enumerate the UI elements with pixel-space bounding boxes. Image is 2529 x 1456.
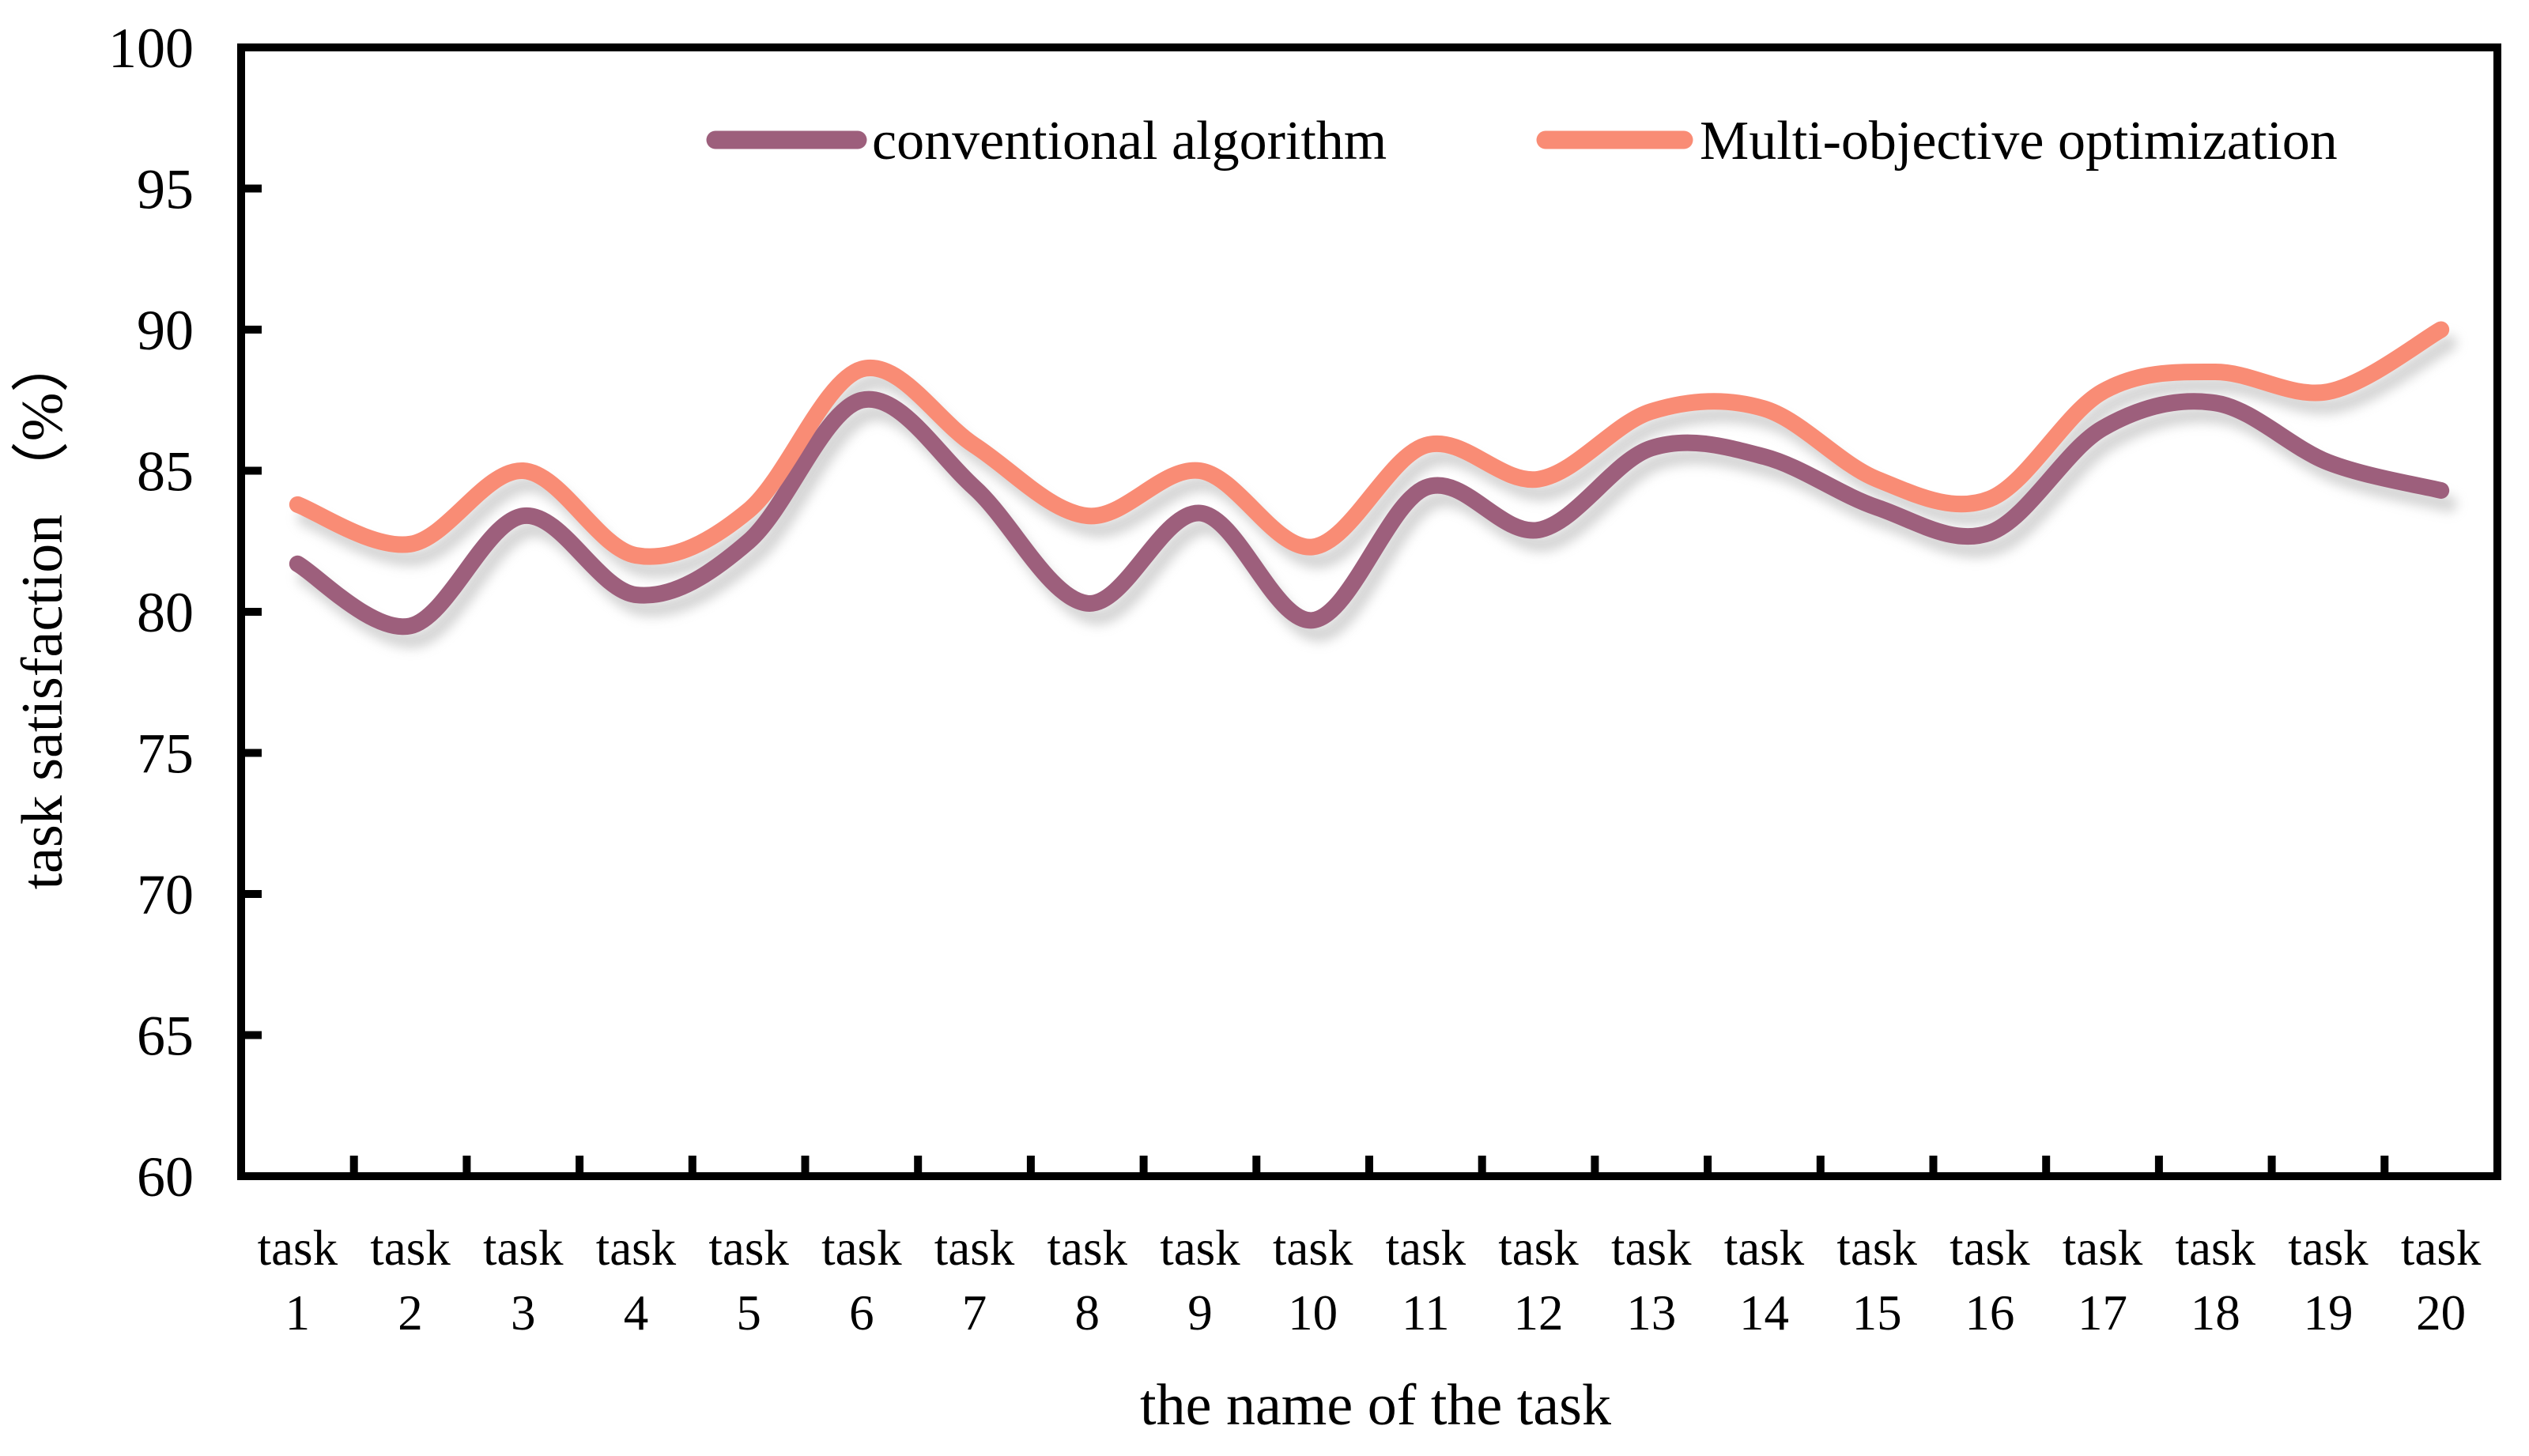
y-axis-tick-labels: 60 65 70 75 80 85 90 95 100 [108, 17, 194, 1209]
legend: conventional algorithm Multi-objective o… [706, 111, 2338, 172]
x-category-label: task 19 [2288, 1220, 2369, 1341]
legend-label-multi-objective: Multi-objective optimization [1700, 111, 2338, 172]
y-tick-label: 60 [137, 1145, 194, 1209]
series-line-multi-objective-optimization [289, 321, 2450, 565]
series-shadow-conventional-algorithm [296, 404, 2458, 649]
curve-shadows [296, 334, 2458, 649]
series-shadow-multi-objective-optimization [296, 334, 2458, 579]
x-category-label: task 15 [1836, 1220, 1917, 1341]
x-category-label: task 3 [483, 1220, 564, 1341]
y-tick-label: 70 [137, 863, 194, 926]
data-curves [289, 321, 2450, 636]
x-axis-ticks [349, 1156, 2389, 1176]
x-category-label: task 2 [370, 1220, 451, 1341]
y-axis-ticks [241, 184, 262, 1039]
x-category-label: task 20 [2401, 1220, 2482, 1341]
x-category-label: task 6 [821, 1220, 902, 1341]
x-axis-title: the name of the task [1140, 1373, 1611, 1438]
x-category-label: task 18 [2176, 1220, 2256, 1341]
x-category-label: task 10 [1273, 1220, 1353, 1341]
y-axis-title: task satisfaction （%） [10, 334, 75, 890]
x-category-label: task 17 [2063, 1220, 2143, 1341]
x-category-label: task 1 [258, 1220, 338, 1341]
x-category-label: task 14 [1724, 1220, 1805, 1341]
y-tick-label: 95 [137, 158, 194, 221]
series-line-conventional-algorithm [289, 390, 2450, 636]
x-category-label: task 12 [1498, 1220, 1579, 1341]
x-axis-category-labels: task 1 task 2 task 3 task 4 task 5 task 6 task 7 task 8… [258, 1220, 2482, 1341]
plot-border [237, 43, 2501, 1180]
y-tick-label: 75 [137, 722, 194, 786]
x-category-label: task 9 [1160, 1220, 1240, 1341]
x-category-label: task 4 [596, 1220, 677, 1341]
x-category-label: task 11 [1386, 1220, 1466, 1341]
y-tick-label: 100 [108, 17, 194, 80]
x-category-label: task 8 [1047, 1220, 1128, 1341]
x-category-label: task 16 [1950, 1220, 2030, 1341]
x-category-label: task 7 [934, 1220, 1015, 1341]
x-category-label: task 5 [708, 1220, 789, 1341]
x-category-label: task 13 [1611, 1220, 1692, 1341]
y-tick-label: 85 [137, 440, 194, 504]
y-tick-label: 90 [137, 299, 194, 362]
legend-label-conventional: conventional algorithm [872, 111, 1387, 172]
y-tick-label: 65 [137, 1005, 194, 1068]
y-tick-label: 80 [137, 581, 194, 644]
